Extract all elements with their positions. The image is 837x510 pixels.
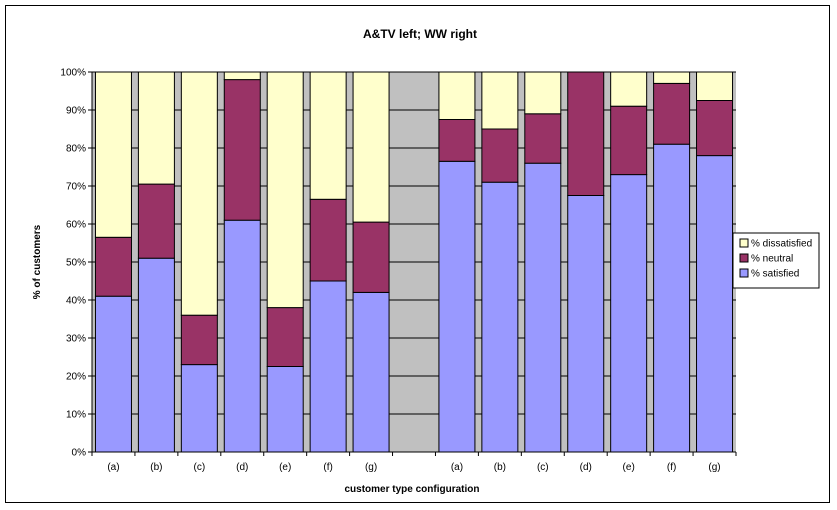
x-tick-label: (b): [150, 462, 162, 473]
bars: [94, 71, 734, 453]
bar-segment: [524, 162, 562, 453]
x-tick-label: (e): [623, 462, 635, 473]
bar-segment: [309, 280, 347, 453]
bar-segment: [137, 257, 175, 453]
y-tick-label: 90%: [66, 106, 86, 117]
bar-segment: [352, 221, 390, 293]
bar-segment: [180, 364, 218, 453]
bar-segment: [223, 219, 261, 453]
x-tick-label: (a): [451, 462, 463, 473]
y-tick-label: 70%: [66, 182, 86, 193]
bar-segment: [524, 71, 562, 115]
x-tick-label: (a): [107, 462, 119, 473]
x-tick-label: (e): [279, 462, 291, 473]
bar-segment: [438, 160, 476, 453]
chart-title: A&TV left; WW right: [363, 27, 477, 41]
x-tick-label: (d): [580, 462, 592, 473]
y-tick-label: 0%: [72, 448, 87, 459]
x-tick-label: (c): [193, 462, 205, 473]
y-axis-title: % of customers: [32, 224, 43, 299]
x-tick-label: (c): [537, 462, 549, 473]
bar-segment: [266, 71, 304, 309]
x-axis-title: customer type configuration: [344, 484, 479, 495]
bar-segment: [309, 198, 347, 282]
y-tick-label: 10%: [66, 410, 86, 421]
bar-segment: [610, 71, 648, 107]
y-tick-label: 30%: [66, 334, 86, 345]
bar-segment: [94, 295, 132, 453]
y-tick-label: 100%: [60, 68, 86, 79]
bar-segment: [610, 105, 648, 176]
bar-segment: [696, 100, 734, 157]
bar-segment: [653, 71, 691, 84]
x-tick-label: (f): [323, 462, 332, 473]
y-tick-label: 50%: [66, 258, 86, 269]
bar-segment: [94, 236, 132, 297]
y-tick-label: 40%: [66, 296, 86, 307]
bar-segment: [137, 183, 175, 259]
x-tick-label: (d): [236, 462, 248, 473]
y-tick-label: 20%: [66, 372, 86, 383]
y-tick-label: 60%: [66, 220, 86, 231]
bar-segment: [223, 71, 261, 81]
bar-segment: [481, 181, 519, 453]
bar-segment: [524, 113, 562, 164]
bar-segment: [610, 174, 648, 453]
bar-segment: [567, 195, 605, 453]
bar-segment: [180, 314, 218, 366]
legend: % dissatisfied % neutral % satisfied: [732, 232, 820, 289]
bar-segment: [137, 71, 175, 185]
legend-label: % neutral: [751, 254, 793, 265]
bar-segment: [481, 128, 519, 183]
bar-segment: [653, 143, 691, 453]
bar-segment: [309, 71, 347, 200]
legend-label: % dissatisfied: [751, 239, 812, 250]
bar-segment: [696, 71, 734, 101]
y-tick-label: 80%: [66, 144, 86, 155]
y-axis-ticks: 0% 10% 20% 30% 40% 50% 60% 70% 80% 90% 100%: [60, 68, 92, 459]
bar-segment: [94, 71, 132, 238]
bar-segment: [438, 119, 476, 162]
x-tick-label: (g): [708, 462, 720, 473]
legend-swatch: [739, 238, 749, 248]
bar-segment: [352, 291, 390, 453]
x-tick-label: (f): [667, 462, 676, 473]
x-tick-label: (b): [494, 462, 506, 473]
bar-segment: [180, 71, 218, 316]
legend-swatch: [739, 253, 749, 263]
legend-swatch: [739, 268, 749, 278]
bar-segment: [266, 307, 304, 368]
bar-segment: [567, 71, 605, 196]
bar-segment: [653, 82, 691, 145]
bar-segment: [223, 79, 261, 221]
bar-segment: [352, 71, 390, 223]
legend-label: % satisfied: [751, 269, 799, 280]
x-tick-label: (g): [365, 462, 377, 473]
bar-segment: [438, 71, 476, 120]
bar-segment: [696, 155, 734, 453]
bar-segment: [266, 366, 304, 453]
x-axis-ticks: (a) (b) (c) (d) (e) (f) (g) (a) (b) (c) (d) (e) (f) (…: [91, 452, 737, 473]
bar-segment: [481, 71, 519, 130]
